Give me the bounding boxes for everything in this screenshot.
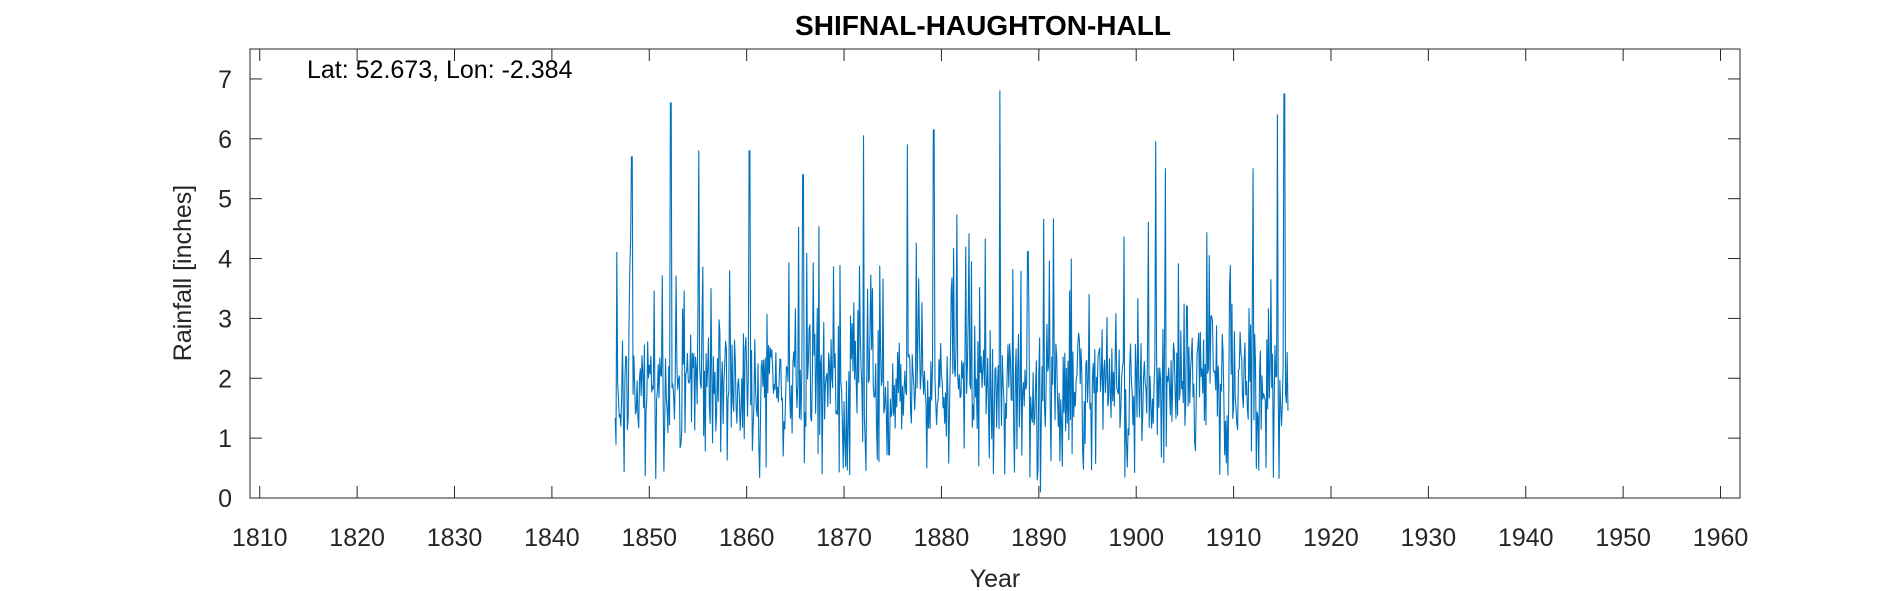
location-annotation: Lat: 52.673, Lon: -2.384: [307, 56, 573, 84]
y-tick-label: 2: [218, 365, 232, 393]
y-tick-label: 0: [218, 485, 232, 513]
x-tick-label: 1870: [816, 524, 872, 552]
x-tick-label: 1950: [1595, 524, 1651, 552]
x-tick-label: 1930: [1401, 524, 1457, 552]
series-layer: [614, 90, 1289, 493]
x-tick-label: 1830: [427, 524, 483, 552]
rainfall-series-line: [614, 90, 1289, 493]
y-axis-label: Rainfall [inches]: [169, 185, 197, 361]
x-tick-label: 1910: [1206, 524, 1262, 552]
x-tick-label: 1900: [1108, 524, 1164, 552]
plot-area: [249, 48, 1741, 499]
x-tick-label: 1860: [719, 524, 775, 552]
y-tick-label: 6: [218, 126, 232, 154]
x-tick-label: 1820: [329, 524, 385, 552]
x-tick-label: 1920: [1303, 524, 1359, 552]
x-tick-label: 1890: [1011, 524, 1067, 552]
x-tick-label: 1850: [621, 524, 677, 552]
x-tick-label: 1840: [524, 524, 580, 552]
x-tick-label: 1880: [914, 524, 970, 552]
chart-title: SHIFNAL-HAUGHTON-HALL: [795, 10, 1171, 41]
x-tick-label: 1810: [232, 524, 288, 552]
y-tick-label: 4: [218, 246, 232, 274]
y-tick-label: 7: [218, 66, 232, 94]
y-tick-label: 1: [218, 425, 232, 453]
x-tick-label: 1960: [1693, 524, 1749, 552]
y-axis: 0 1 2 3 4 5 6 7: [218, 66, 1740, 513]
x-axis-label: Year: [970, 565, 1021, 591]
y-tick-label: 3: [218, 305, 232, 333]
y-tick-label: 5: [218, 186, 232, 214]
x-tick-label: 1940: [1498, 524, 1554, 552]
x-axis: 1810 1820 1830 1840 1850 1860 1870 1880 1890 1900…: [232, 49, 1748, 552]
